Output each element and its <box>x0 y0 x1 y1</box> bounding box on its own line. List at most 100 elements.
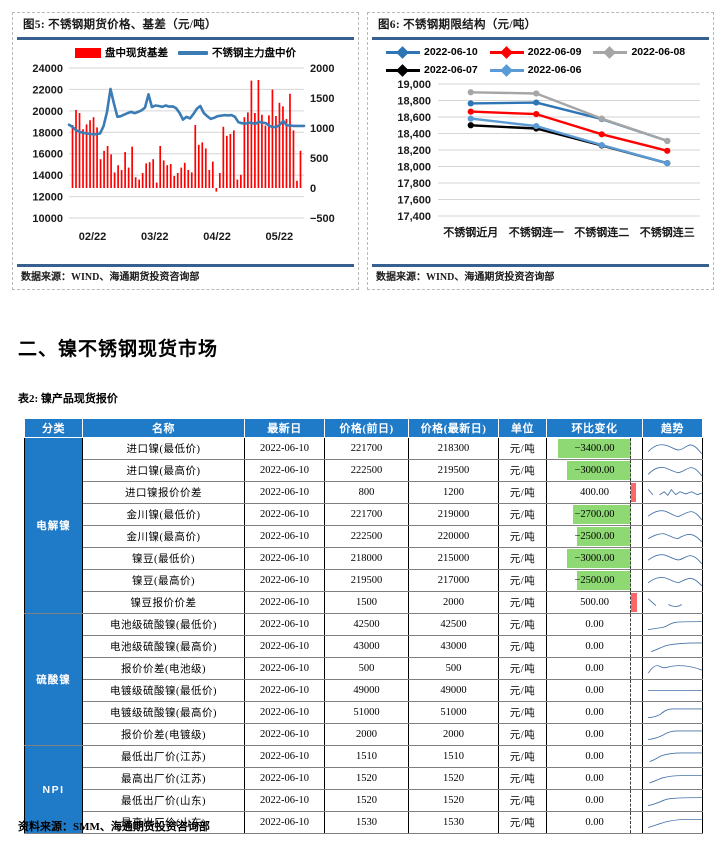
cell-unit: 元/吨 <box>498 481 547 504</box>
table-row: 报价价差(电镀级) 2022-06-10 2000 2000 元/吨 0.00 <box>25 723 703 746</box>
table-row: 电镀级硫酸镍(最低价) 2022-06-10 49000 49000 元/吨 0.00 <box>25 679 703 702</box>
svg-text:05/22: 05/22 <box>266 231 294 243</box>
change-axis-line <box>630 658 631 679</box>
change-value: −2500.00 <box>574 575 615 586</box>
cell-change: 500.00 <box>546 591 643 614</box>
table-source: 资料来源：SMM、海通期货投资咨询部 <box>18 821 210 833</box>
cell-name: 镍豆报价价差 <box>82 591 245 614</box>
cell-unit: 元/吨 <box>498 525 547 548</box>
cell-name: 报价价差(电池级) <box>82 657 245 680</box>
cell-change: 0.00 <box>546 723 643 746</box>
cell-date: 2022-06-10 <box>244 591 325 614</box>
cell-change: −2500.00 <box>546 525 643 548</box>
cell-trend-sparkline <box>642 547 703 570</box>
table-row: 镍豆(最低价) 2022-06-10 218000 215000 元/吨 −3000.00 <box>25 547 703 570</box>
chart5-bottom-rule <box>17 264 354 267</box>
cell-trend-sparkline <box>642 481 703 504</box>
cell-trend-sparkline <box>642 723 703 746</box>
change-axis-line <box>630 768 631 789</box>
line-marker-swatch-icon <box>489 46 524 59</box>
cell-trend-sparkline <box>642 613 703 636</box>
chart5-title: 图5: 不锈钢期货价格、基差（元/吨） <box>23 19 217 31</box>
chart6-legend: 2022-06-10 2022-06-09 2022-06-08 2022-06-07… <box>372 42 709 77</box>
sparkline-icon <box>648 730 702 740</box>
cell-change: −3000.00 <box>546 459 643 482</box>
line-marker-swatch-icon <box>593 46 628 59</box>
cell-price-prev: 500 <box>324 657 409 680</box>
table-header-row: 分类 名称 最新日 价格(前日) 价格(最新日) 单位 环比变化 趋势 <box>24 418 703 438</box>
legend-label-2022-06-06: 2022-06-06 <box>527 64 582 76</box>
cell-date: 2022-06-10 <box>244 767 325 790</box>
cell-date: 2022-06-10 <box>244 679 325 702</box>
chart5-top-rule <box>17 37 354 40</box>
cell-price-latest: 217000 <box>408 569 499 592</box>
change-value: 0.00 <box>585 795 604 806</box>
table-row: 镍豆(最高价) 2022-06-10 219500 217000 元/吨 −2500.00 <box>25 569 703 592</box>
cell-price-latest: 1530 <box>408 811 499 834</box>
legend-label-price: 不锈钢主力盘中价 <box>212 48 296 59</box>
svg-text:04/22: 04/22 <box>203 231 231 243</box>
svg-text:22000: 22000 <box>32 84 63 96</box>
change-axis-line <box>630 570 631 591</box>
table-body: 电解镍 进口镍(最低价) 2022-06-10 221700 218300 元/吨 −340… <box>24 437 703 834</box>
sparkline-icon <box>648 467 702 476</box>
cell-date: 2022-06-10 <box>244 701 325 724</box>
change-value: 0.00 <box>585 685 604 696</box>
cell-change: 0.00 <box>546 613 643 636</box>
category-cell-NPI: NPI <box>24 745 83 834</box>
cell-unit: 元/吨 <box>498 569 547 592</box>
cell-name: 电池级硫酸镍(最高价) <box>82 635 245 658</box>
cell-name: 最低出厂价(江苏) <box>82 745 245 768</box>
cell-price-prev: 1500 <box>324 591 409 614</box>
sparkline-icon <box>648 598 682 607</box>
cell-change: 0.00 <box>546 657 643 680</box>
cell-price-prev: 51000 <box>324 701 409 724</box>
cell-trend-sparkline <box>642 745 703 768</box>
change-value: 400.00 <box>580 487 609 498</box>
sparkline-icon <box>648 554 702 564</box>
cell-change: −2700.00 <box>546 503 643 526</box>
table-row: 进口镍(最高价) 2022-06-10 222500 219500 元/吨 −3000.0… <box>25 459 703 482</box>
change-databar <box>631 593 637 612</box>
svg-text:18,400: 18,400 <box>397 129 431 141</box>
cell-price-latest: 220000 <box>408 525 499 548</box>
cell-trend-sparkline <box>642 679 703 702</box>
chart6-title: 图6: 不锈钢期限结构（元/吨） <box>378 19 537 31</box>
change-value: −3400.00 <box>574 443 615 454</box>
svg-text:18,600: 18,600 <box>397 112 431 124</box>
svg-text:不锈钢连二: 不锈钢连二 <box>574 225 629 239</box>
cell-date: 2022-06-10 <box>244 613 325 636</box>
legend-item-2022-06-08: 2022-06-08 <box>593 46 685 59</box>
cell-name: 进口镍报价价差 <box>82 481 245 504</box>
sparkline-icon <box>648 577 702 586</box>
svg-text:2000: 2000 <box>310 63 334 75</box>
change-axis-line <box>630 482 631 503</box>
cell-price-latest: 215000 <box>408 547 499 570</box>
cell-price-prev: 1520 <box>324 789 409 812</box>
sparkline-icon <box>648 797 702 806</box>
change-axis-line <box>630 636 631 657</box>
cell-date: 2022-06-10 <box>244 657 325 680</box>
sparkline-icon <box>648 489 702 496</box>
col-header-价格(前日): 价格(前日) <box>324 418 409 438</box>
change-axis-line <box>630 702 631 723</box>
table-row: 最高出厂价(江苏) 2022-06-10 1520 1520 元/吨 0.00 <box>25 767 703 790</box>
col-header-最新日: 最新日 <box>244 418 325 438</box>
col-header-分类: 分类 <box>24 418 83 438</box>
spot-price-table: 分类 名称 最新日 价格(前日) 价格(最新日) 单位 环比变化 趋势 电解镍 进口镍(最低价)… <box>24 418 703 834</box>
legend-item-2022-06-06: 2022-06-06 <box>489 64 582 77</box>
svg-text:14000: 14000 <box>32 170 63 182</box>
change-databar <box>631 483 636 502</box>
change-value: −2700.00 <box>574 509 615 520</box>
legend-item-basis: 盘中现货基差 <box>75 45 168 60</box>
cell-unit: 元/吨 <box>498 767 547 790</box>
change-axis-line <box>630 680 631 701</box>
cell-trend-sparkline <box>642 503 703 526</box>
cell-unit: 元/吨 <box>498 745 547 768</box>
table-caption: 表2: 镍产品现货报价 <box>18 393 118 405</box>
chart5-source: 数据来源：WIND、海通期货投资咨询部 <box>21 272 200 283</box>
line-marker-swatch-icon <box>489 64 524 77</box>
cell-date: 2022-06-10 <box>244 459 325 482</box>
chart-panel-6: 图6: 不锈钢期限结构（元/吨） 2022-06-10 2022-06-09 202… <box>367 12 714 290</box>
cell-price-latest: 1200 <box>408 481 499 504</box>
